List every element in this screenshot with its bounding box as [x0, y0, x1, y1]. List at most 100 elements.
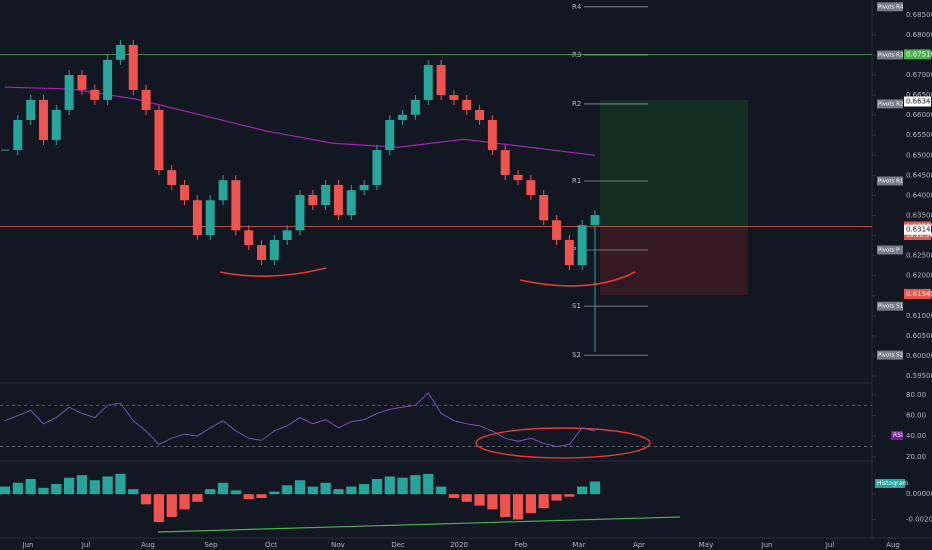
timer-tag [904, 231, 931, 241]
hist-bar [230, 490, 241, 495]
pivot-tag-label: Pivots R2 [878, 101, 903, 107]
hist-bar [359, 484, 370, 495]
hist-bar [192, 494, 203, 502]
candle-body [487, 119, 497, 151]
hist-bar [25, 478, 36, 495]
x-tick-label: 2020 [450, 541, 468, 549]
hist-bar [435, 486, 447, 495]
candle-body [321, 184, 331, 206]
candle-body [333, 184, 343, 216]
pivot-tag [877, 2, 903, 12]
candle-body [192, 200, 202, 236]
price-tag-label: 0.63145 [906, 226, 932, 234]
x-tick-label: Jul [81, 541, 91, 549]
hist-bar [384, 476, 395, 495]
hist-bar [217, 482, 229, 495]
timer: 19:20:34 [906, 232, 932, 239]
candle-body [359, 184, 369, 191]
hist-bar [551, 494, 562, 501]
drawn-curve [219, 267, 327, 277]
candle-body [436, 65, 446, 96]
target-zone [600, 100, 748, 230]
candle-body [423, 65, 433, 100]
pivot-tag [877, 350, 903, 360]
hist-bar [269, 491, 280, 495]
hist-bar [12, 482, 23, 495]
hist-bar [0, 486, 11, 495]
x-tick-label: Mar [572, 541, 585, 549]
x-tick-label: Dec [391, 541, 405, 549]
hist-bar [371, 478, 383, 495]
hist-bar [525, 494, 536, 514]
rsi-name: RSI [893, 432, 903, 439]
hist-tick-label: 0.00000 [906, 490, 932, 498]
pivot-name: S2 [572, 351, 581, 359]
rsi-tick-label: 40.00 [906, 432, 926, 440]
candle-body [552, 220, 562, 240]
candle-body [64, 75, 74, 110]
candle-body [410, 99, 420, 115]
level-tag-label: 0.67515 [906, 50, 932, 58]
hist-name: Histogram [877, 480, 908, 487]
hist-bar [64, 477, 75, 495]
hist-bar [89, 480, 100, 495]
candle-body [77, 75, 87, 90]
hist-bar [51, 484, 62, 495]
hist-bar [102, 476, 113, 495]
hist-bar [307, 486, 318, 495]
x-tick-label: Aug [141, 541, 155, 549]
candle-body [205, 200, 215, 236]
candle-body [257, 245, 267, 261]
hist-bar [294, 480, 306, 495]
hist-bar [282, 485, 293, 495]
rsi-tick-label: 60.00 [906, 412, 926, 420]
hist-bar [487, 494, 498, 510]
pivot-name: P [572, 246, 576, 254]
x-tick-label: Feb [515, 541, 528, 549]
hist-bar [346, 486, 357, 495]
y-tick-label: 0.68500 [906, 11, 932, 19]
price-tag [904, 224, 931, 235]
pivot-tag-label: Pivots R4 [878, 4, 904, 10]
hist-bar [256, 494, 267, 498]
pivot-tag [877, 50, 903, 60]
pivot-name: S1 [572, 302, 581, 310]
x-tick-label: Jun [22, 541, 34, 549]
x-tick-label: Nov [331, 541, 345, 549]
candle-body [231, 180, 241, 231]
hist-bar [589, 481, 601, 495]
candle-body [295, 195, 305, 231]
pivot-tag-label: Pivots P [878, 247, 900, 253]
candle-body [282, 230, 292, 240]
candle-body [167, 170, 177, 185]
pivot-name: R1 [572, 177, 581, 185]
price-tag [904, 288, 931, 299]
x-tick-label: Jun [761, 541, 773, 549]
candle-body [462, 99, 472, 110]
candle-body [577, 225, 587, 266]
candle-body [475, 109, 485, 120]
candle-body [180, 184, 190, 201]
candle-body [154, 109, 164, 171]
hist-bar [333, 489, 344, 495]
hist-bar [38, 487, 49, 495]
drawn-ellipse [475, 427, 651, 459]
rsi-tag [891, 431, 903, 440]
pivot-tag-label: Pivots R3 [878, 52, 904, 58]
candle-body [526, 180, 536, 196]
hist-bar [243, 494, 254, 500]
candle-body [38, 99, 48, 141]
hist-bar [461, 494, 472, 502]
price-tag-label: 0.61545 [906, 290, 932, 298]
candle-body [372, 150, 382, 185]
